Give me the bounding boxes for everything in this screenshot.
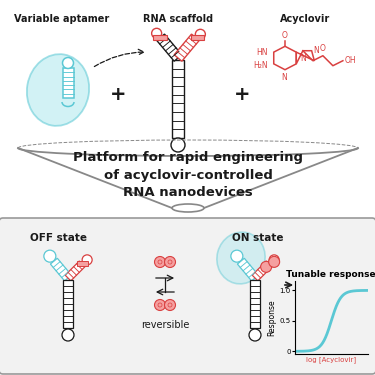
Text: +: + [110, 86, 126, 105]
Polygon shape [65, 261, 85, 281]
Text: Variable aptamer: Variable aptamer [14, 14, 110, 24]
Circle shape [165, 256, 176, 267]
Title: Tunable response: Tunable response [286, 270, 375, 279]
Polygon shape [50, 258, 72, 281]
Circle shape [62, 329, 74, 341]
Circle shape [154, 300, 165, 310]
Text: N: N [314, 46, 320, 55]
Circle shape [261, 261, 272, 272]
Polygon shape [237, 258, 258, 281]
Polygon shape [63, 68, 74, 98]
Text: RNA scaffold: RNA scaffold [143, 14, 213, 24]
Polygon shape [252, 261, 272, 281]
Bar [153, 35, 166, 40]
FancyBboxPatch shape [0, 218, 375, 374]
Ellipse shape [172, 204, 204, 212]
Circle shape [165, 300, 176, 310]
Circle shape [231, 250, 243, 262]
Circle shape [195, 29, 206, 39]
Text: OH: OH [345, 56, 357, 65]
Polygon shape [63, 280, 73, 328]
Text: OFF state: OFF state [30, 233, 87, 243]
Circle shape [249, 329, 261, 341]
Polygon shape [172, 60, 184, 138]
Text: Acyclovir: Acyclovir [280, 14, 330, 24]
Circle shape [168, 303, 172, 307]
Circle shape [268, 256, 280, 267]
Circle shape [168, 260, 172, 264]
Text: Platform for rapid engineering
of acyclovir-controlled
RNA nanodevices: Platform for rapid engineering of acyclo… [73, 152, 303, 198]
Circle shape [158, 260, 162, 264]
Text: +: + [234, 86, 250, 105]
Ellipse shape [27, 54, 89, 126]
Circle shape [171, 138, 185, 152]
Text: reversible: reversible [141, 320, 189, 330]
Circle shape [82, 255, 92, 265]
Polygon shape [250, 280, 260, 328]
Polygon shape [157, 34, 182, 61]
Text: O: O [282, 31, 288, 40]
Text: ON state: ON state [232, 233, 284, 243]
Text: N: N [281, 73, 287, 82]
Circle shape [154, 256, 165, 267]
Circle shape [63, 57, 74, 69]
X-axis label: log [Acyclovir]: log [Acyclovir] [306, 356, 356, 363]
Bar [77, 261, 88, 266]
Text: N: N [300, 54, 306, 63]
Circle shape [152, 28, 162, 38]
Y-axis label: Response: Response [267, 300, 276, 336]
Bar [191, 35, 204, 40]
Circle shape [269, 255, 279, 265]
Circle shape [44, 250, 56, 262]
Circle shape [158, 303, 162, 307]
Text: O: O [320, 44, 326, 53]
Polygon shape [174, 34, 199, 61]
Text: HN: HN [256, 48, 268, 57]
Text: H₂N: H₂N [253, 62, 268, 70]
Ellipse shape [217, 232, 265, 284]
